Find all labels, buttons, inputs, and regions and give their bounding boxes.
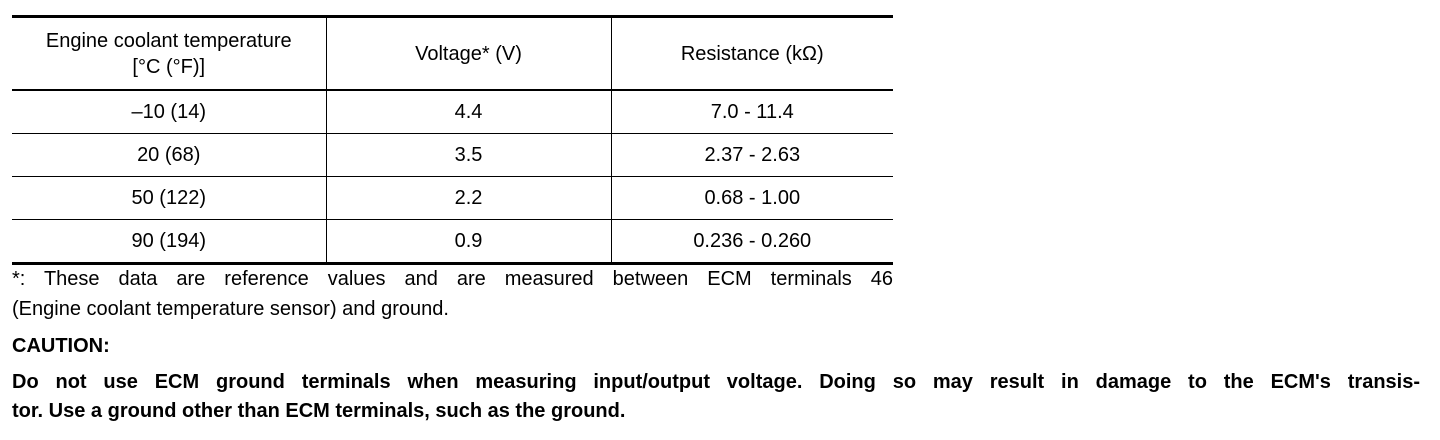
caution-text: Do not use ECM ground terminals when mea… — [12, 368, 1420, 426]
text-line: Do not use ECM ground terminals when mea… — [12, 371, 1420, 393]
cell: 2.2 — [325, 176, 611, 220]
header-cell: Engine coolant temperature [°C (°F)] — [12, 16, 326, 91]
header-cell: Resistance (kΩ) — [610, 16, 893, 91]
cell: 0.68 - 1.00 — [610, 176, 893, 220]
cell: 0.9 — [325, 219, 611, 265]
header-text: Engine coolant temperature — [45, 29, 292, 52]
cell: 0.236 - 0.260 — [610, 219, 893, 265]
header-text: [°C (°F)] — [132, 55, 206, 78]
cell: 4.4 — [325, 90, 611, 134]
text-line: (Engine coolant temperature sensor) and … — [12, 298, 449, 320]
data-row: 90 (194) 0.9 0.236 - 0.260 — [12, 219, 893, 265]
spec-table: Engine coolant temperature [°C (°F)] Volta… — [12, 15, 893, 265]
cell: 90 (194) — [12, 219, 326, 265]
cell: 3.5 — [325, 133, 611, 177]
footnote: *: These data are reference values and a… — [12, 264, 893, 324]
cell: 7.0 - 11.4 — [610, 90, 893, 134]
cell: 20 (68) — [12, 133, 326, 177]
text-line: *: These data are reference values and a… — [12, 268, 893, 290]
header-cell: Voltage* (V) — [325, 16, 611, 91]
data-row: –10 (14) 4.4 7.0 - 11.4 — [12, 90, 893, 134]
caution-title: CAUTION: — [12, 335, 110, 357]
data-row: 50 (122) 2.2 0.68 - 1.00 — [12, 176, 893, 220]
cell: –10 (14) — [12, 90, 326, 134]
text-line: tor. Use a ground other than ECM termina… — [12, 400, 626, 422]
header-text: Voltage* (V) — [415, 42, 522, 65]
data-row: 20 (68) 3.5 2.37 - 2.63 — [12, 133, 893, 177]
header-row: Engine coolant temperature [°C (°F)] Volta… — [12, 16, 893, 91]
cell: 2.37 - 2.63 — [610, 133, 893, 177]
header-text: Resistance (kΩ) — [680, 42, 824, 65]
cell: 50 (122) — [12, 176, 326, 220]
